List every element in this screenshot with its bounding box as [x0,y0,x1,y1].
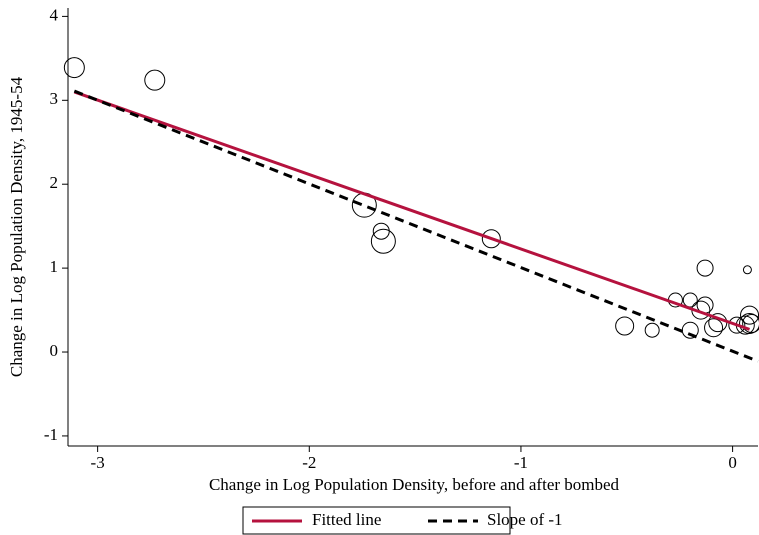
bubble [372,222,390,240]
bubble [63,57,85,79]
x-tick-label: -1 [514,453,528,472]
bubble [644,322,660,338]
bubble [144,69,166,91]
bubble [728,316,746,334]
line [73,90,751,331]
y-tick-label: 4 [50,5,59,24]
y-tick-label: 0 [50,341,59,360]
x-tick-label: -2 [302,453,316,472]
bubble [742,265,752,275]
y-tick-label: -1 [44,425,58,444]
y-tick-label: 3 [50,89,59,108]
bubble [615,316,635,336]
x-axis-label: Change in Log Population Density, before… [209,475,620,494]
y-axis-label: Change in Log Population Density, 1945-5… [7,76,26,377]
y-tick-label: 2 [50,173,59,192]
legend-label: Fitted line [312,510,381,529]
legend-label: Slope of -1 [487,510,563,529]
line [73,89,759,363]
x-tick-label: -3 [91,453,105,472]
bubble [742,313,759,333]
bubble [481,229,501,249]
bubble [704,318,724,338]
x-tick-label: 0 [728,453,737,472]
bubble [682,292,698,308]
y-tick-label: 1 [50,257,59,276]
bubble [739,312,759,334]
bubble [370,228,396,254]
bubble [696,259,714,277]
